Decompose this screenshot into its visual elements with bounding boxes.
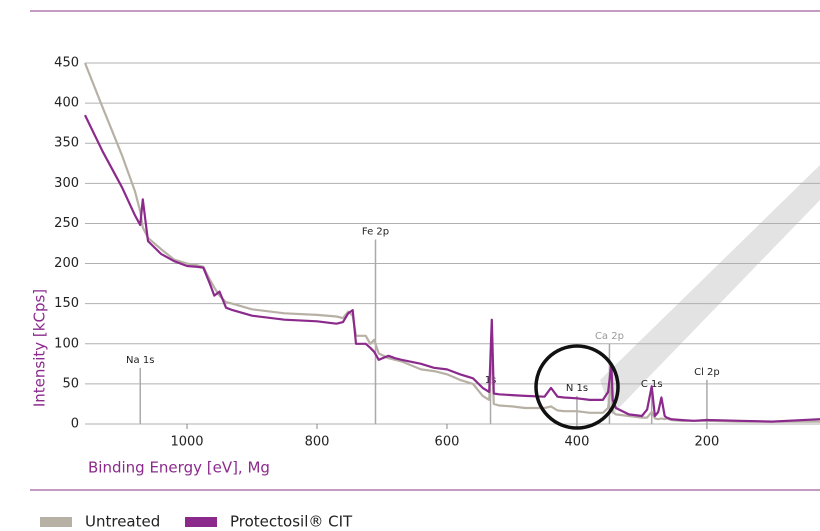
y-tick-label: 0 [71, 417, 79, 432]
y-tick-label: 400 [54, 96, 79, 111]
legend-label: Untreated [85, 513, 160, 531]
y-tick-label: 250 [54, 216, 79, 231]
x-axis-label: Binding Energy [eV], Mg [88, 459, 270, 477]
y-tick-label: 200 [54, 256, 79, 271]
peak-label: C 1s [641, 379, 663, 390]
x-tick-label: 200 [695, 435, 720, 450]
legend-swatch [185, 517, 217, 527]
peak-label: Ca 2p [595, 331, 624, 342]
peak-label: Cl 2p [694, 367, 720, 378]
y-tick-label: 50 [62, 376, 79, 391]
legend-swatch [40, 517, 72, 527]
plot: 0 50 100 150 200 250 300 350 400 450 1000 800 600 400… [54, 56, 820, 450]
y-axis-label: Intensity [kCps] [31, 289, 49, 407]
y-tick-label: 100 [54, 336, 79, 351]
x-tick-label: 1000 [170, 435, 203, 450]
x-tick-label: 800 [305, 435, 330, 450]
peak-label: N 1s [566, 383, 588, 394]
y-tick-label: 450 [54, 56, 79, 71]
y-tick-label: 300 [54, 176, 79, 191]
y-tick-label: 150 [54, 296, 79, 311]
y-tick-label: 350 [54, 136, 79, 151]
series-line [83, 62, 820, 423]
x-tick-label: 400 [565, 435, 590, 450]
legend: Untreated Protectosil® CIT [40, 513, 353, 531]
legend-label: Protectosil® CIT [230, 513, 353, 531]
peak-label: Fe 2p [362, 226, 389, 237]
series-line [84, 114, 820, 423]
magnifier [534, 344, 620, 430]
x-tick-label: 600 [435, 435, 460, 450]
zoom-beam [600, 165, 820, 415]
peak-label: Na 1s [126, 355, 154, 366]
